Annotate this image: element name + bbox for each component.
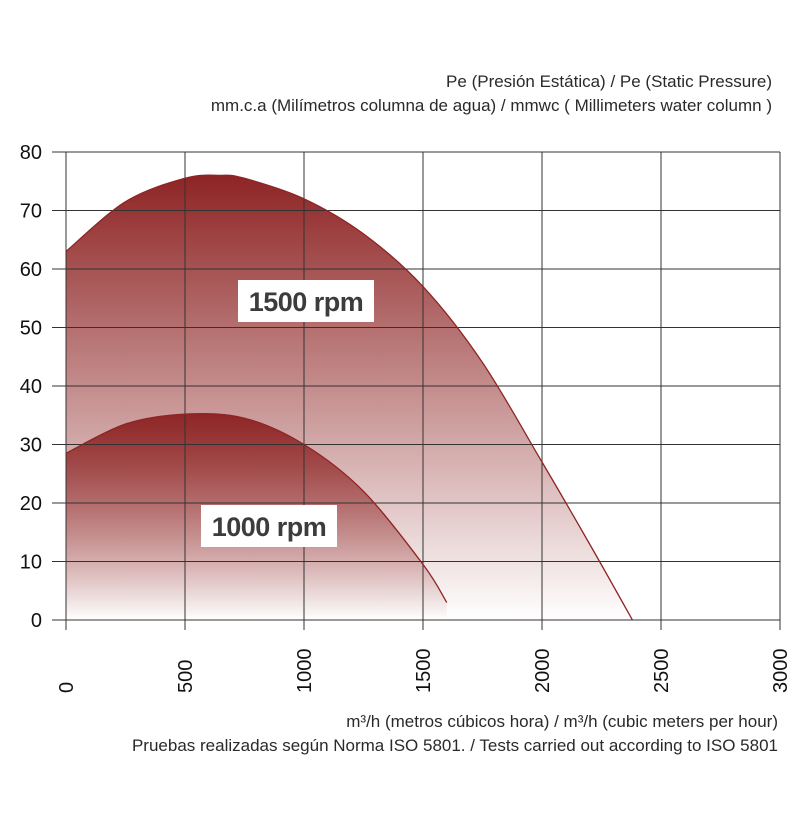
x-axis-title: m³/h (metros cúbicos hora) / m³/h (cubic… — [346, 712, 778, 731]
y-axis-title-line1: Pe (Presión Estática) / Pe (Static Press… — [446, 72, 772, 91]
test-standard-note: Pruebas realizadas según Norma ISO 5801.… — [131, 736, 778, 755]
y-tick-label: 80 — [20, 142, 42, 164]
y-tick-label: 70 — [20, 201, 42, 223]
series-label-1500-rpm: 1500 rpm — [238, 280, 374, 322]
series-label-text: 1500 rpm — [249, 287, 364, 317]
series-label-1000-rpm: 1000 rpm — [201, 505, 337, 547]
y-tick-label: 40 — [20, 376, 42, 398]
series-label-box — [238, 280, 374, 322]
series-label-text: 1000 rpm — [212, 512, 327, 542]
x-tick-label: 500 — [175, 660, 197, 693]
x-tick-label: 3000 — [770, 649, 792, 694]
x-tick-label: 0 — [56, 682, 78, 693]
y-tick-label: 10 — [20, 552, 42, 574]
x-tick-label: 2500 — [651, 649, 673, 694]
x-tick-label: 2000 — [532, 649, 554, 694]
x-tick-label: 1500 — [413, 649, 435, 694]
y-tick-label: 20 — [20, 493, 42, 515]
y-tick-label: 50 — [20, 318, 42, 340]
line-1500-rpm — [65, 174, 633, 621]
y-axis-title-line2: mm.c.a (Milímetros columna de agua) / mm… — [210, 96, 772, 115]
series-label-box — [201, 505, 337, 547]
y-axis-title: Pe (Presión Estática) / Pe (Static Press… — [211, 70, 772, 118]
x-axis-footer: m³/h (metros cúbicos hora) / m³/h (cubic… — [132, 710, 778, 758]
y-tick-label: 60 — [20, 259, 42, 281]
x-tick-label: 1000 — [294, 649, 316, 694]
line-1000-rpm — [65, 412, 448, 603]
y-tick-label: 30 — [20, 435, 42, 457]
y-tick-label: 0 — [31, 610, 42, 632]
